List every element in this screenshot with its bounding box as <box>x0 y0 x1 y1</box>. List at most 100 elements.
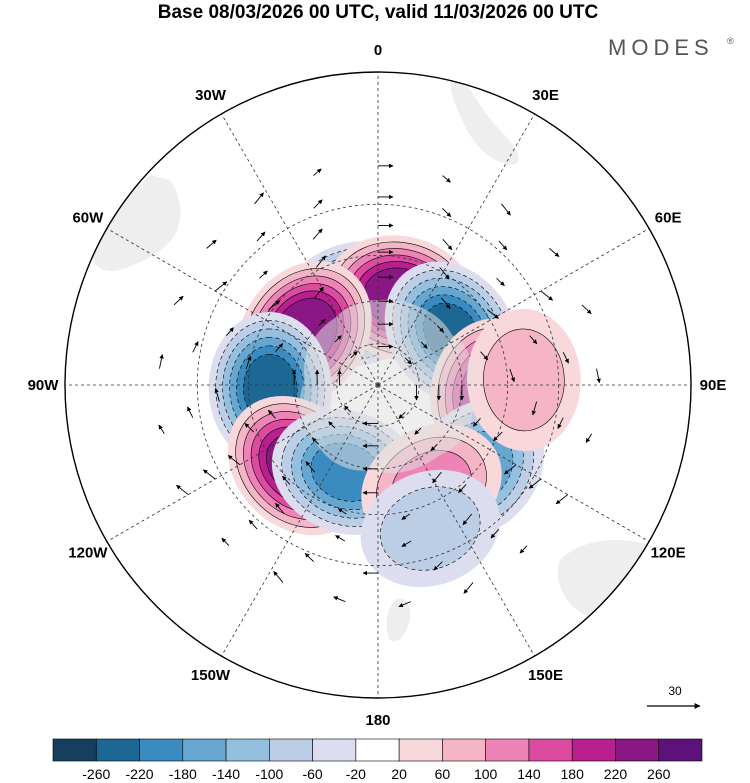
wind-arrow <box>244 423 255 433</box>
wind-arrow <box>496 277 505 286</box>
wind-arrow <box>315 255 326 268</box>
colorbar-swatch <box>312 738 357 762</box>
wind-arrow <box>350 351 358 359</box>
south-america-landmass <box>92 175 181 271</box>
longitude-label: 30E <box>532 87 559 104</box>
colorbar-swatch <box>225 738 270 762</box>
wind-arrow <box>581 304 592 315</box>
wind-arrow <box>458 484 467 493</box>
wind-arrow <box>214 281 228 292</box>
wind-arrow <box>313 168 322 176</box>
modes-logo: MODES ® <box>608 35 734 60</box>
wind-arrow <box>314 286 324 299</box>
wind-arrow <box>282 475 291 485</box>
wind-arrow <box>596 368 601 384</box>
wind-arrow <box>531 401 538 416</box>
wind-arrow <box>335 535 346 542</box>
wind-arrow <box>305 461 315 473</box>
wind-arrow <box>259 270 268 279</box>
wind-arrow <box>439 267 450 280</box>
antarctica-landmass <box>299 299 474 474</box>
longitude-label: 120E <box>651 545 686 562</box>
africa-landmass <box>450 72 519 165</box>
wind-arrow <box>312 228 323 240</box>
wind-arrow <box>540 290 553 301</box>
wind-arrow <box>273 571 284 583</box>
longitude-label: 180 <box>365 712 390 729</box>
colorbar-tick-label: -140 <box>212 766 240 782</box>
wind-arrow <box>176 484 189 495</box>
colorbar-swatch <box>485 738 530 762</box>
wind-arrow <box>519 545 528 554</box>
wind-arrow <box>442 239 453 251</box>
map-border <box>64 71 692 699</box>
wind-arrow <box>337 508 347 515</box>
meridian-line <box>377 113 535 386</box>
colorbar-tick-label: 100 <box>474 766 498 782</box>
registered-mark: ® <box>727 36 734 46</box>
colorbar: -260 -220 -180 -140 -100 -60 -20 20 60 100 140 180 2… <box>52 738 703 782</box>
wind-arrow <box>187 406 194 418</box>
colorbar-swatch <box>528 738 573 762</box>
figure-title: Base 08/03/2026 00 UTC, valid 11/03/2026… <box>158 2 599 23</box>
wind-arrow <box>334 335 342 343</box>
colorbar-tick-label: 220 <box>604 766 628 782</box>
wind-arrow <box>214 387 220 402</box>
modes-logo-text: MODES <box>608 35 714 60</box>
longitude-label: 150W <box>191 667 231 684</box>
colorbar-swatch <box>182 738 227 762</box>
wind-arrow <box>328 421 336 429</box>
wind-arrow <box>404 357 412 365</box>
wind-arrow <box>433 561 443 571</box>
map-disc <box>65 72 691 698</box>
longitude-label: 150E <box>528 667 563 684</box>
colorbar-tick-label: -100 <box>255 766 283 782</box>
wind-arrow <box>275 502 285 515</box>
wind-arrow <box>420 341 428 349</box>
wind-arrow <box>173 295 184 306</box>
colorbar-swatch <box>398 738 443 762</box>
longitude-label: 30W <box>195 87 227 104</box>
reference-vector: 30 <box>647 684 701 709</box>
wind-arrow <box>555 494 569 505</box>
latitude-circle <box>247 254 509 516</box>
wind-arrow <box>463 582 474 594</box>
colorbar-swatch <box>52 738 97 762</box>
wind-arrow <box>221 537 230 546</box>
wind-arrow <box>432 471 442 484</box>
longitude-labels: 0 30E 60E 90E 120E 150E 180 150W 120W 90W 60W 30W <box>28 42 727 729</box>
longitude-label: 60W <box>72 210 104 227</box>
wind-arrow <box>401 513 411 520</box>
colorbar-tick-label: -60 <box>302 766 322 782</box>
colorbar-tick-label: -180 <box>169 766 197 782</box>
wind-arrow <box>192 341 199 353</box>
wind-arrow <box>528 478 542 489</box>
wind-arrow <box>227 455 241 466</box>
wind-arrow <box>256 231 266 242</box>
colorbar-tick-label: 180 <box>561 766 585 782</box>
wind-arrow <box>398 601 411 608</box>
colorbar-tick-label: 260 <box>647 766 671 782</box>
wind-arrow <box>585 433 593 443</box>
wind-arrow <box>206 239 217 249</box>
wind-arrow <box>490 528 500 539</box>
colorbar-swatch <box>269 738 313 762</box>
wind-arrow <box>472 418 481 427</box>
wind-arrow <box>441 297 451 309</box>
wind-arrow <box>225 327 234 337</box>
longitude-label: 0 <box>374 42 382 59</box>
colorbar-swatch <box>355 738 400 762</box>
longitude-label: 90W <box>28 377 60 394</box>
wind-arrow <box>254 192 264 205</box>
wind-arrow <box>275 343 284 352</box>
longitude-label: 60E <box>655 210 682 227</box>
colorbar-swatch <box>615 738 660 762</box>
wind-arrow <box>509 368 516 383</box>
wind-arrow <box>245 355 252 370</box>
latitude-circle <box>336 343 420 427</box>
wind-arrow <box>436 325 444 333</box>
wind-arrow <box>529 335 538 345</box>
anomaly-contour <box>483 328 565 432</box>
reference-vector-label: 30 <box>668 684 682 698</box>
